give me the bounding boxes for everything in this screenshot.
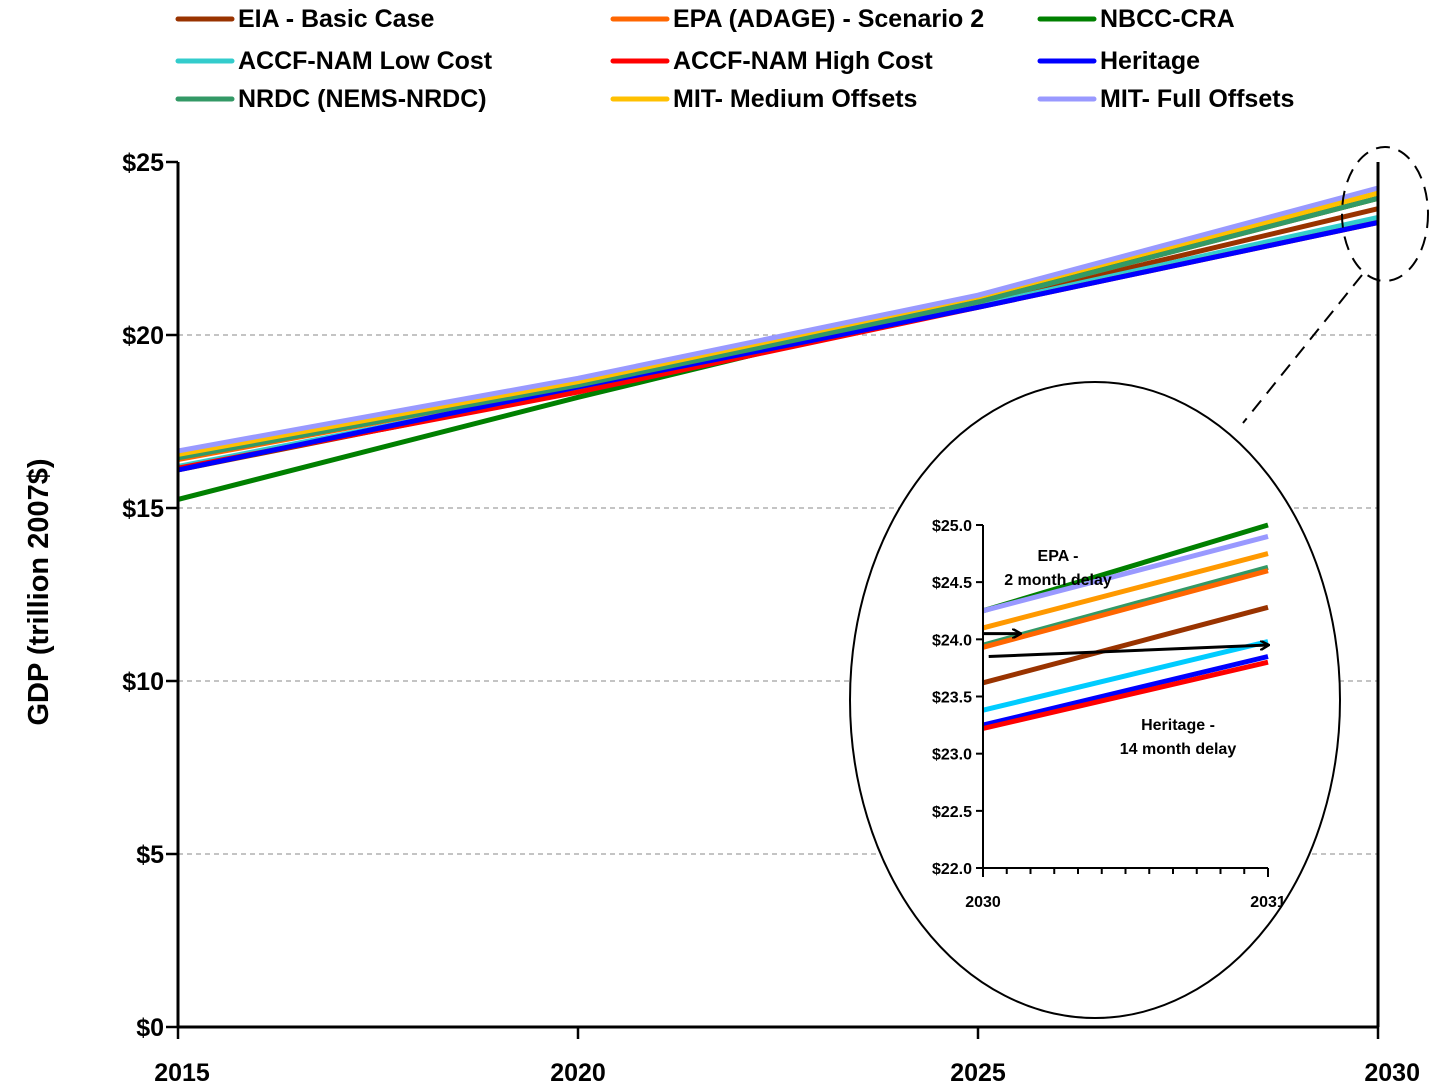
main-x-ticks: 2015 2020 2025 2030 <box>154 1027 1420 1087</box>
annotation-text: 14 month delay <box>1120 741 1237 758</box>
inset-x-ticks: 2030 2031 <box>965 868 1286 911</box>
y-tick-label: $15 <box>122 495 164 523</box>
main-y-ticks: $0 $5 $10 $15 $20 $25 <box>122 149 178 1042</box>
inset-chart: $25.0 $24.5 $24.0 $23.5 $23.0 $22.5 $22.0 2030… <box>932 518 1286 911</box>
inset-y-tick-label: $24.5 <box>932 575 972 592</box>
legend-item-accf-nam-low-cost: ACCF-NAM Low Cost <box>175 47 493 75</box>
inset-series-lines <box>982 522 1269 731</box>
inset-y-ticks: $25.0 $24.5 $24.0 $23.5 $23.0 $22.5 $22.0 <box>932 518 983 878</box>
inset-series-line-epa-adage-scenario-2 <box>982 568 1269 650</box>
inset-y-tick-label: $24.0 <box>932 632 972 649</box>
series-line-nrdc-nems-nrdc <box>177 195 1379 461</box>
legend-label: EPA (ADAGE) - Scenario 2 <box>673 5 984 33</box>
inset-x-tick-label: 2031 <box>1250 894 1286 911</box>
legend: EIA - Basic Case EPA (ADAGE) - Scenario 2… <box>175 5 1294 113</box>
inset-y-tick-label: $22.5 <box>932 804 972 821</box>
inset-series-line-heritage <box>982 654 1269 728</box>
zoom-connector-line <box>1242 274 1363 424</box>
inset-annotations: EPA - 2 month delay Heritage - 14 month del… <box>983 548 1268 758</box>
inset-y-tick-label: $22.0 <box>932 861 972 878</box>
legend-item-nbcc-cra: NBCC-CRA <box>1037 5 1235 33</box>
legend-item-heritage: Heritage <box>1037 47 1200 75</box>
inset-series-line-eia-basic-case <box>982 604 1269 686</box>
legend-label: MIT- Full Offsets <box>1100 85 1294 113</box>
series-line-heritage <box>177 220 1379 473</box>
x-tick-label: 2030 <box>1364 1059 1420 1087</box>
x-tick-label: 2025 <box>950 1059 1006 1087</box>
series-line-mit-full-offsets <box>177 185 1379 454</box>
legend-label: ACCF-NAM High Cost <box>673 47 933 75</box>
main-series-lines <box>177 185 1379 502</box>
annotation-heritage-delay: Heritage - 14 month delay <box>988 645 1268 758</box>
y-tick-label: $20 <box>122 322 164 350</box>
inset-x-tick-label: 2030 <box>965 894 1001 911</box>
legend-label: EIA - Basic Case <box>238 5 434 33</box>
inset-y-tick-label: $23.5 <box>932 690 972 707</box>
main-axes <box>176 162 1380 1029</box>
x-tick-label: 2020 <box>550 1059 606 1087</box>
zoom-callout <box>1242 146 1429 424</box>
zoom-source-ellipse <box>1341 146 1429 282</box>
legend-item-mit-medium-offsets: MIT- Medium Offsets <box>610 85 917 113</box>
y-tick-label: $10 <box>122 668 164 696</box>
legend-item-mit-full-offsets: MIT- Full Offsets <box>1037 85 1294 113</box>
legend-label: Heritage <box>1100 47 1200 75</box>
legend-item-accf-nam-high-cost: ACCF-NAM High Cost <box>610 47 933 75</box>
inset-y-tick-label: $25.0 <box>932 518 972 535</box>
y-tick-label: $0 <box>136 1014 164 1042</box>
legend-item-eia-basic-case: EIA - Basic Case <box>175 5 434 33</box>
inset-y-tick-label: $23.0 <box>932 747 972 764</box>
annotation-text: 2 month delay <box>1004 572 1112 589</box>
inset-series-line-mit-medium-offsets <box>982 551 1269 631</box>
inset-series-line-mit-full-offsets <box>982 533 1269 614</box>
y-axis-label: GDP (trillion 2007$) <box>23 459 55 726</box>
inset-series-line-accf-nam-low-cost <box>982 639 1269 713</box>
annotation-arrow <box>988 645 1268 658</box>
legend-label: ACCF-NAM Low Cost <box>238 47 493 75</box>
y-tick-label: $25 <box>122 149 164 177</box>
legend-item-nrdc-nems-nrdc: NRDC (NEMS-NRDC) <box>175 85 487 113</box>
x-tick-label: 2015 <box>154 1059 210 1087</box>
annotation-epa-delay: EPA - 2 month delay <box>983 548 1112 634</box>
legend-label: NBCC-CRA <box>1100 5 1235 33</box>
inset-series-line-accf-nam-high-cost <box>982 659 1269 731</box>
legend-label: NRDC (NEMS-NRDC) <box>238 85 487 113</box>
legend-label: MIT- Medium Offsets <box>673 85 917 113</box>
legend-item-epa-adage-scenario-2: EPA (ADAGE) - Scenario 2 <box>610 5 984 33</box>
y-tick-label: $5 <box>136 841 164 869</box>
annotation-text: Heritage - <box>1141 717 1215 734</box>
annotation-text: EPA - <box>1038 548 1079 565</box>
